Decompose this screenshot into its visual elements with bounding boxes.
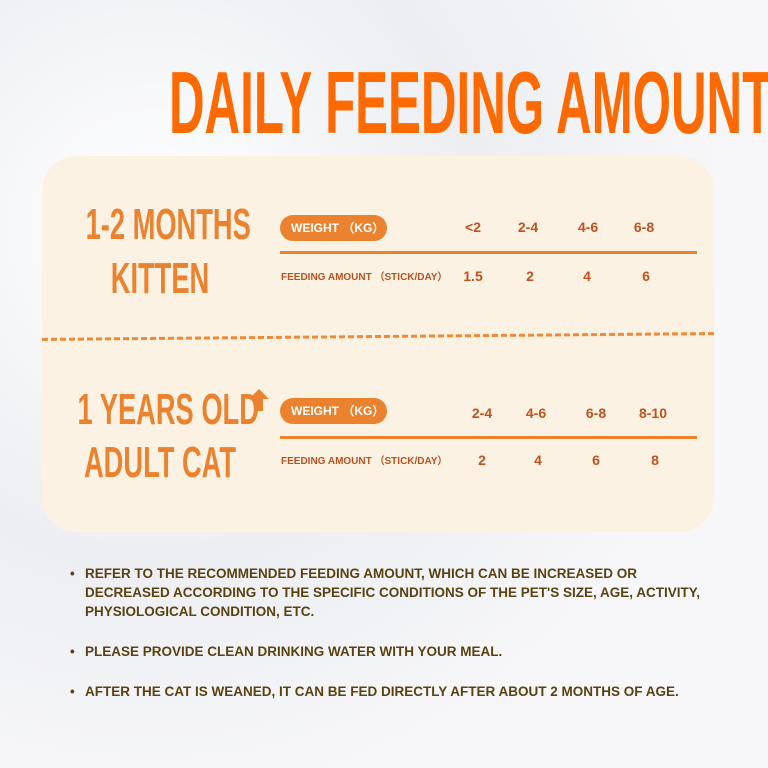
weight-label-pill: WEIGHT （KG） <box>280 215 387 241</box>
note-item: AFTER THE CAT IS WEANED, IT CAN BE FED D… <box>70 682 710 701</box>
amount-cell: 6 <box>642 268 650 284</box>
notes-list: REFER TO THE RECOMMENDED FEEDING AMOUNT,… <box>70 564 710 722</box>
amount-cell: 1.5 <box>463 268 483 284</box>
weight-cell: 8-10 <box>638 405 668 421</box>
weight-cell: 4-6 <box>525 405 547 421</box>
weight-cell: <2 <box>465 219 481 235</box>
table-rule <box>280 251 697 254</box>
weight-cell: 2-4 <box>471 405 493 421</box>
amount-cell: 2 <box>478 452 486 468</box>
weight-cell: 4-6 <box>577 219 599 235</box>
amount-cell: 2 <box>526 268 534 284</box>
table-rule <box>280 436 697 439</box>
weight-cell: 2-4 <box>517 219 539 235</box>
kitten-type-heading: KITTEN <box>110 254 210 303</box>
weight-cell: 6-8 <box>585 405 607 421</box>
page-title: DAILY FEEDING AMOUNT <box>168 53 768 152</box>
up-arrow-icon <box>249 389 269 411</box>
amount-cell: 6 <box>592 452 600 468</box>
weight-cell: 6-8 <box>633 219 655 235</box>
feeding-amount-label: FEEDING AMOUNT （STICK/DAY） <box>281 272 448 283</box>
note-item: PLEASE PROVIDE CLEAN DRINKING WATER WITH… <box>70 642 710 661</box>
adult-age-heading: 1 YEARS OLD <box>77 385 259 434</box>
kitten-age-heading: 1-2 MONTHS <box>85 200 251 249</box>
amount-cell: 8 <box>651 452 659 468</box>
note-item: REFER TO THE RECOMMENDED FEEDING AMOUNT,… <box>70 564 710 621</box>
feeding-amount-label: FEEDING AMOUNT （STICK/DAY） <box>281 456 448 467</box>
amount-cell: 4 <box>583 268 591 284</box>
amount-cell: 4 <box>534 452 542 468</box>
weight-label-pill: WEIGHT （KG） <box>280 398 387 424</box>
adult-type-heading: ADULT CAT <box>83 438 237 487</box>
